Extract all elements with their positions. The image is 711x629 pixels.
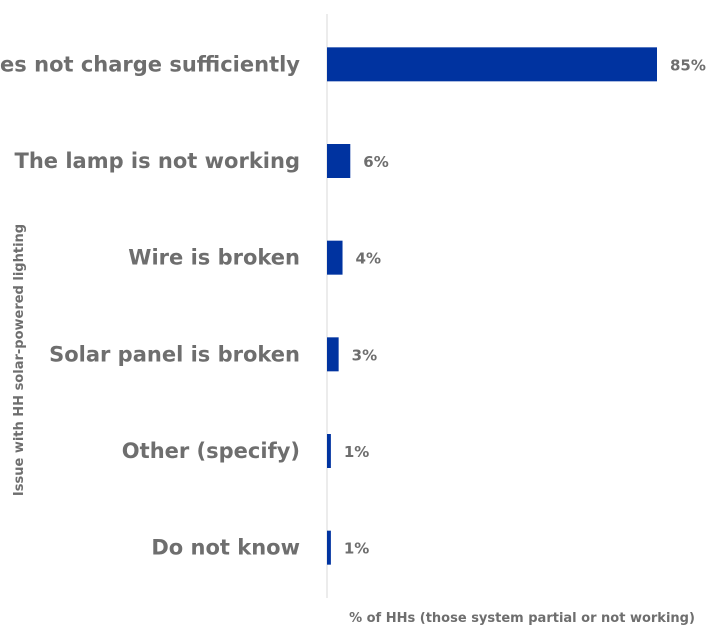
category-label: Other (specify)	[122, 439, 300, 463]
category-label: Wire is broken	[128, 246, 300, 270]
bars-layer: Does not charge sufficiently 85% The lamp …	[0, 47, 706, 565]
bar	[327, 144, 351, 178]
bar	[327, 530, 331, 565]
bar-value-label: 3%	[352, 346, 377, 364]
category-label: Do not know	[151, 536, 300, 560]
category-label: Solar panel is broken	[49, 342, 300, 366]
bar	[327, 47, 657, 82]
bar	[327, 240, 343, 275]
bar-value-label: 85%	[670, 56, 706, 74]
x-axis-title: % of HHs (those system partial or not wo…	[349, 611, 695, 626]
y-axis-title: Issue with HH solar-powered lighting	[12, 224, 27, 496]
category-label: Does not charge sufficiently	[0, 52, 300, 76]
bar-value-label: 1%	[344, 443, 369, 461]
bar-value-label: 4%	[356, 250, 381, 268]
category-label: The lamp is not working	[15, 149, 301, 173]
bar-value-label: 1%	[344, 540, 369, 558]
bar	[327, 337, 339, 372]
bar-value-label: 6%	[363, 153, 388, 171]
bar	[327, 434, 331, 468]
